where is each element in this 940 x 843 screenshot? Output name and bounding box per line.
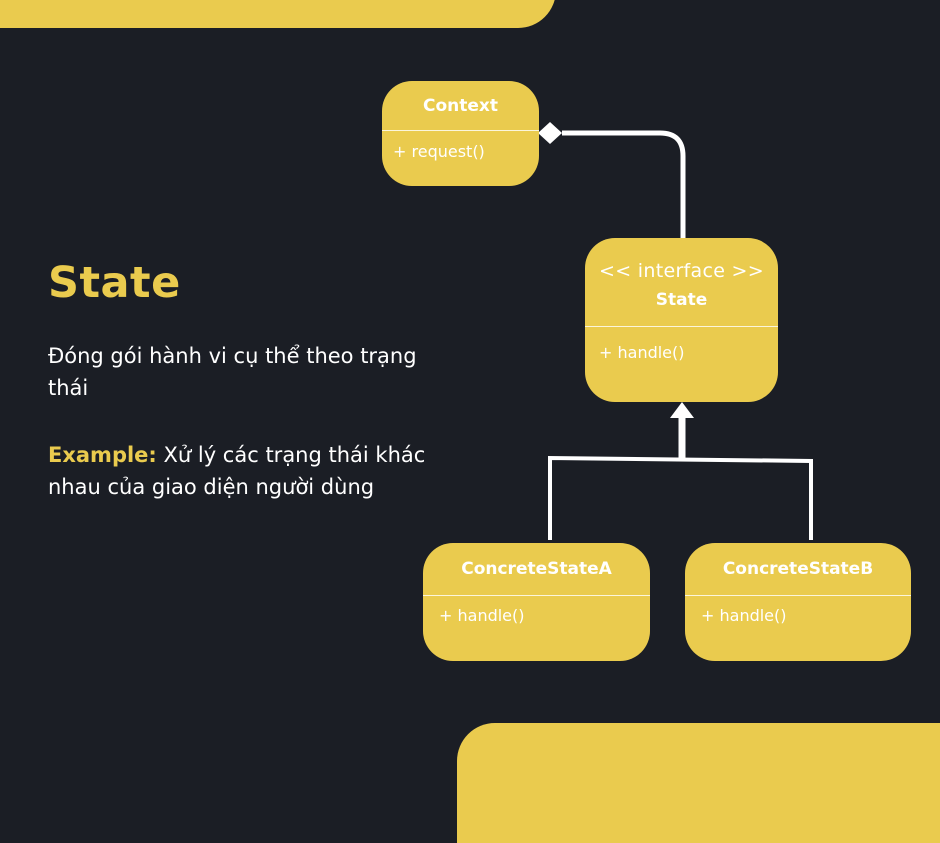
composition-line <box>562 130 686 238</box>
context-class-header: Context <box>382 81 539 131</box>
composition-diamond <box>538 122 562 144</box>
concrete-state-b-box: ConcreteStateB + handle() <box>685 543 911 661</box>
context-method: + request() <box>393 142 485 161</box>
concrete-state-a-method: + handle() <box>439 606 525 625</box>
context-class-box: Context + request() <box>382 81 539 186</box>
concrete-state-a-box: ConcreteStateA + handle() <box>423 543 650 661</box>
context-class-name: Context <box>422 95 498 116</box>
interface-stereotype: << interface >> <box>599 260 764 282</box>
concrete-state-b-name: ConcreteStateB <box>722 559 874 579</box>
example-label: Example: <box>48 443 157 467</box>
concrete-state-b-method: + handle() <box>701 606 787 625</box>
state-interface-name: State <box>655 290 708 310</box>
diagram-connectors <box>538 122 813 540</box>
concrete-state-b-header: ConcreteStateB <box>685 543 911 596</box>
decorative-top-bar <box>0 0 556 28</box>
example-body: Xử lý các trạng thái khác nhau của giao … <box>48 443 426 499</box>
inheritance-arrowhead <box>670 402 694 418</box>
concrete-state-a-header: ConcreteStateA <box>423 543 650 596</box>
state-interface-header: << interface >> State <box>585 238 778 327</box>
pattern-description: Đóng gói hành vi cụ thể theo trạng thái <box>48 344 417 400</box>
inheritance-branch <box>548 455 813 540</box>
page-title: State <box>48 258 181 308</box>
concrete-state-a-name: ConcreteStateA <box>461 559 612 579</box>
state-interface-box: << interface >> State + handle() <box>585 238 778 402</box>
state-method: + handle() <box>599 343 685 362</box>
example-text: Example: Xử lý các trạng thái khác nhau … <box>48 439 448 503</box>
